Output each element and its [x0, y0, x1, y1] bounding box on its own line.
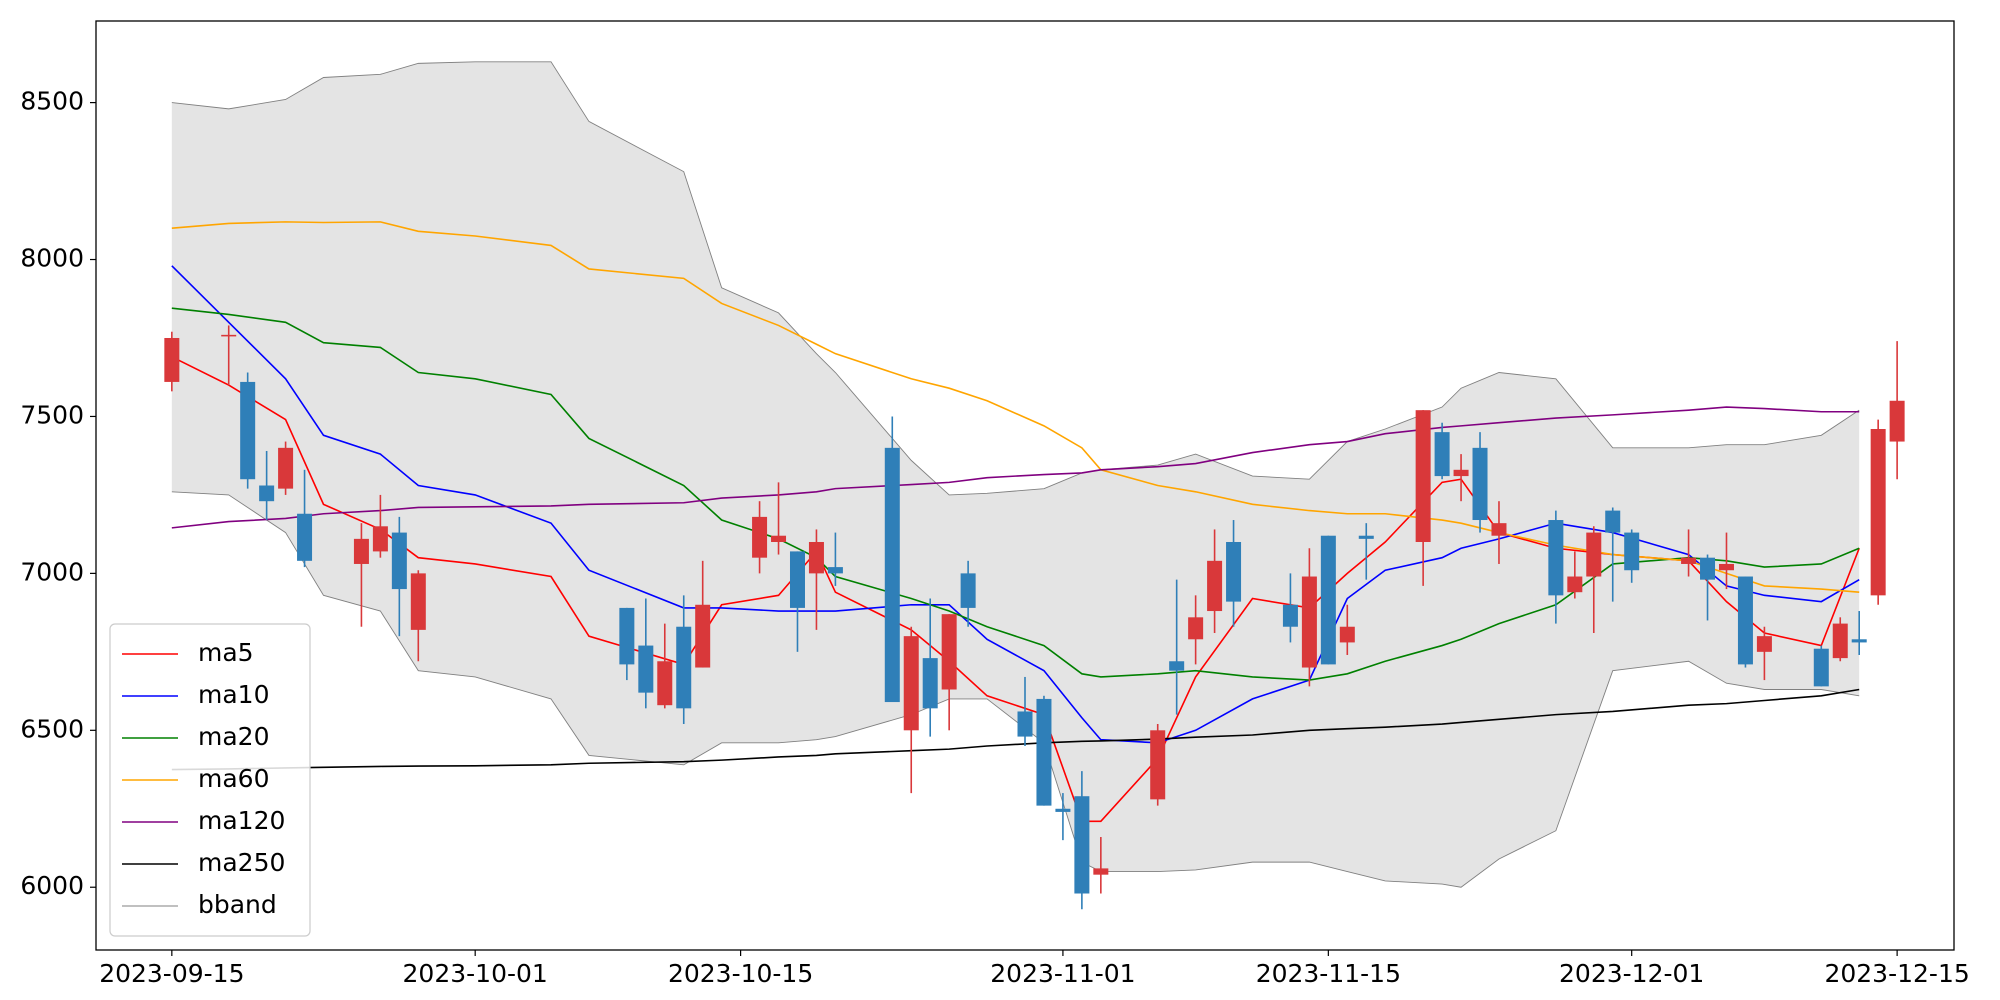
ma-line: [171, 406, 1860, 529]
candle-body: [1586, 532, 1602, 577]
candle-body: [1756, 636, 1772, 652]
candle-body: [1813, 648, 1829, 687]
candle-body: [1055, 808, 1071, 812]
ma-line: [171, 221, 1860, 594]
candle-body: [1207, 560, 1223, 612]
bband-area: [171, 61, 1860, 888]
candle-body: [1169, 661, 1185, 671]
legend: ma5 ma10 ma20 ma60 ma120 ma250 bband: [109, 623, 311, 937]
candle-body: [1548, 520, 1564, 596]
candle-body: [1017, 711, 1033, 737]
plot-area: [164, 61, 1905, 910]
candle-body: [941, 614, 957, 690]
candle-body: [884, 447, 900, 703]
candle-body: [657, 661, 673, 706]
x-tick-label: 2023-09-15: [99, 959, 244, 988]
candle-body: [1226, 541, 1242, 602]
y-tick-label: 7000: [20, 557, 84, 586]
candle-body: [1681, 557, 1697, 564]
candle-body: [1339, 626, 1355, 643]
legend-label: bband: [198, 890, 277, 919]
y-tick-label: 7500: [20, 400, 84, 429]
candle-body: [1282, 604, 1298, 627]
candle-body: [1605, 510, 1621, 533]
candle-body: [960, 573, 976, 608]
legend-label: ma120: [198, 806, 285, 835]
legend-label: ma250: [198, 848, 285, 877]
candle-body: [221, 334, 237, 337]
candle-body: [1491, 523, 1507, 536]
candle-body: [1851, 639, 1867, 643]
candle-body: [391, 532, 407, 590]
candle-body: [1358, 535, 1374, 539]
x-tick-label: 2023-10-01: [403, 959, 548, 988]
candle-body: [1453, 469, 1469, 477]
candle-body: [1036, 698, 1052, 806]
candle-body: [1472, 447, 1488, 521]
axes-frame: [95, 20, 1955, 951]
candle-body: [1301, 576, 1317, 668]
x-tick-label: 2023-10-15: [668, 959, 813, 988]
y-tick-label: 8500: [20, 87, 84, 116]
candle-body: [827, 567, 843, 574]
candle-body: [695, 604, 711, 668]
legend-label: ma5: [198, 638, 254, 667]
bband-upper: [171, 61, 1860, 496]
candle-body: [259, 485, 275, 502]
candle-body: [808, 541, 824, 574]
candle-body: [353, 538, 369, 564]
candle-body: [372, 526, 388, 552]
legend-label: ma20: [198, 722, 269, 751]
candle-body: [1434, 432, 1450, 477]
candle-body: [410, 573, 426, 630]
ma-line: [171, 307, 1860, 681]
x-tick-label: 2023-12-15: [1824, 959, 1969, 988]
y-tick-label: 6500: [20, 714, 84, 743]
x-tick-label: 2023-11-01: [990, 959, 1135, 988]
candle-body: [1737, 576, 1753, 665]
candle-body: [676, 626, 692, 709]
candle-body: [922, 658, 938, 709]
x-tick-label: 2023-12-01: [1559, 959, 1704, 988]
candle-body: [1889, 400, 1905, 442]
candle-body: [1832, 623, 1848, 659]
candle-body: [164, 337, 180, 382]
y-tick-label: 8000: [20, 244, 84, 273]
ma-line: [171, 265, 1860, 744]
candle-body: [1700, 557, 1716, 580]
candle-body: [752, 516, 768, 558]
candle-body: [278, 447, 294, 489]
legend-label: ma10: [198, 680, 269, 709]
candle-body: [1150, 730, 1166, 800]
candle-body: [789, 551, 805, 608]
candle-body: [903, 636, 919, 731]
candle-body: [1188, 617, 1204, 640]
candle-body: [1074, 796, 1090, 894]
legend-label: ma60: [198, 764, 269, 793]
candle-body: [240, 381, 256, 480]
candle-body: [619, 607, 635, 665]
legend-box: [109, 623, 311, 937]
ma-line: [171, 688, 1860, 771]
candle-body: [1320, 535, 1336, 665]
y-tick-label: 6000: [20, 871, 84, 900]
x-tick-label: 2023-11-15: [1256, 959, 1401, 988]
candle-body: [1870, 429, 1886, 596]
candle-body: [1567, 576, 1583, 593]
candle-body: [1624, 532, 1640, 571]
candle-body: [1718, 563, 1734, 571]
candle-body: [1093, 868, 1109, 875]
candle-body: [297, 513, 313, 561]
candle-body: [1415, 410, 1431, 542]
candle-body: [638, 645, 654, 693]
candle-body: [771, 535, 787, 542]
ma-line: [171, 356, 1860, 823]
